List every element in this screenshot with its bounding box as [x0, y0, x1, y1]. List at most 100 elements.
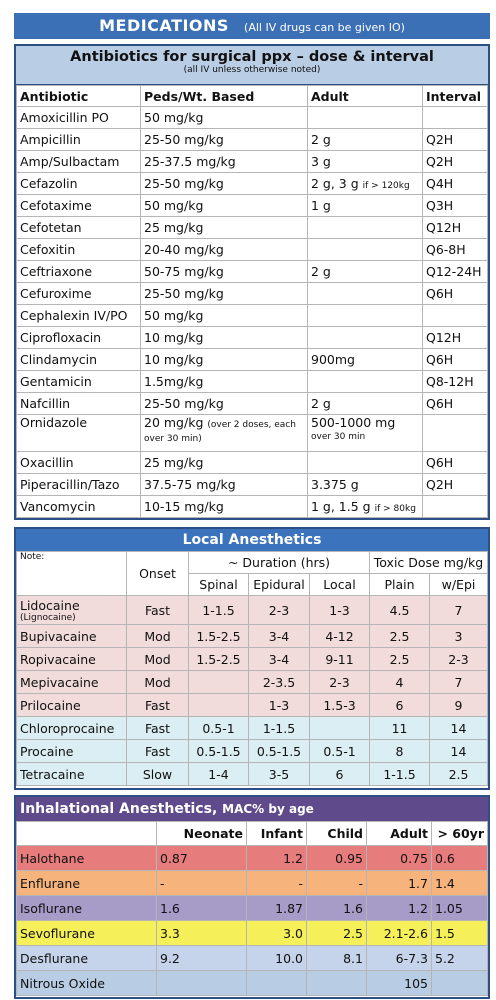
agent-name: Sevoflurane [16, 920, 157, 946]
inhalational-title: Inhalational Anesthetics, [20, 801, 218, 817]
drug-row: Amp/Sulbactam 25-37.5 mg/kg 3 g Q2H [16, 150, 488, 173]
header-row: Neonate Infant Child Adult > 60yr [16, 821, 488, 846]
drug-name-text: Bupivacaine [20, 628, 97, 644]
cell: 1.5-3 [308, 693, 371, 717]
cell: 1.6 [306, 895, 367, 921]
drug-name: Amoxicillin PO [16, 106, 141, 129]
drug-row: Ciprofloxacin 10 mg/kg Q12H [16, 326, 488, 349]
cell: 1.6 [156, 895, 247, 921]
empty-cell [307, 216, 423, 239]
cell: 3-4 [248, 647, 310, 671]
empty-cell [188, 693, 249, 717]
drug-row: Chloroprocaine Fast 0.5-1 1-1.5 11 14 [16, 716, 488, 740]
header-title: MEDICATIONS [99, 16, 229, 35]
cell: 1-1.5 [369, 762, 431, 786]
cell: Q6-8H [422, 238, 488, 261]
cell: 0.75 [366, 845, 432, 871]
toxic-header: Toxic Dose mg/kg [369, 551, 488, 574]
cell: 1.4 [431, 870, 488, 896]
cell: - [306, 870, 367, 896]
cell: 11 [369, 716, 431, 740]
drug-row: Ornidazole 20 mg/kg (over 2 doses, each o… [16, 414, 488, 452]
cell: 25-50 mg/kg [140, 172, 308, 195]
agent-row: Desflurane 9.2 10.0 8.1 6-7.3 5.2 [16, 945, 488, 971]
cell: 1 g [307, 194, 423, 217]
drug-name: Ampicillin [16, 128, 141, 151]
cell: 3.0 [246, 920, 307, 946]
cell: 6 [369, 693, 431, 717]
agent-name: Nitrous Oxide [16, 970, 157, 996]
cell: Fast [126, 716, 189, 740]
drug-row: Bupivacaine Mod 1.5-2.5 3-4 4-12 2.5 3 [16, 624, 488, 648]
cell: 10 mg/kg [140, 348, 308, 371]
drug-name-text: Lidocaine [20, 597, 80, 613]
empty-header [16, 821, 157, 846]
duration-header: ~ Duration (hrs) [187, 551, 371, 574]
cell: 6-7.3 [366, 945, 432, 971]
drug-name: Cefazolin [16, 172, 141, 195]
column-header: > 60yr [431, 821, 488, 846]
drug-row: Gentamicin 1.5mg/kg Q8-12H [16, 370, 488, 393]
cell: Q2H [422, 150, 488, 173]
cell: 10 mg/kg [140, 326, 308, 349]
cell: 0.95 [306, 845, 367, 871]
cell: 0.5-1 [308, 739, 371, 763]
cell: 25-50 mg/kg [140, 282, 308, 305]
drug-name: Bupivacaine [16, 624, 127, 648]
drug-row: Tetracaine Slow 1-4 3-5 6 1-1.5 2.5 [16, 762, 488, 786]
cell: 14 [429, 739, 488, 763]
cell: 1 g, 1.5 g if > 80kg [307, 495, 423, 518]
cell: 20 mg/kg (over 2 doses, each over 30 min… [140, 414, 308, 452]
empty-cell [422, 106, 488, 129]
cell: 2.5 [429, 762, 488, 786]
empty-cell [307, 370, 423, 393]
subcolumn-header: Local [308, 573, 371, 596]
drug-name-text: Tetracaine [20, 766, 85, 782]
drug-name: Amp/Sulbactam [16, 150, 141, 173]
cell: 1.7 [366, 870, 432, 896]
drug-name: Nafcillin [16, 392, 141, 415]
drug-name: Cefuroxime [16, 282, 141, 305]
cell: 1-4 [188, 762, 249, 786]
cell: 2 g [307, 128, 423, 151]
cell: Q6H [422, 451, 488, 474]
empty-cell [307, 304, 423, 327]
cell: 3 [429, 624, 488, 648]
cell: 10-15 mg/kg [140, 495, 308, 518]
cell: 4 [369, 670, 431, 694]
header-note: (All IV drugs can be given IO) [244, 21, 405, 34]
column-header: Antibiotic [16, 85, 141, 107]
cell: Q2H [422, 473, 488, 496]
column-header: Peds/Wt. Based [140, 85, 308, 107]
drug-row: Ceftriaxone 50-75 mg/kg 2 g Q12-24H [16, 260, 488, 283]
drug-name: Procaine [16, 739, 127, 763]
cell: 7 [429, 595, 488, 625]
cell: 1-1.5 [188, 595, 249, 625]
empty-cell [246, 970, 307, 996]
empty-cell [422, 304, 488, 327]
drug-name: Cephalexin IV/PO [16, 304, 141, 327]
drug-name: Tetracaine [16, 762, 127, 786]
cell: 7 [429, 670, 488, 694]
cell: 0.5-1.5 [248, 739, 310, 763]
drug-row: Nafcillin 25-50 mg/kg 2 g Q6H [16, 392, 488, 415]
cell: 20-40 mg/kg [140, 238, 308, 261]
cell: 2-3 [248, 595, 310, 625]
cell: Q6H [422, 392, 488, 415]
cell: 2-3 [429, 647, 488, 671]
cell: 1-3 [248, 693, 310, 717]
empty-cell [422, 414, 488, 452]
header-row: Note: Onset ~ Duration (hrs) Toxic Dose mg/… [16, 551, 488, 596]
cell-main: 500-1000 mg [311, 415, 396, 430]
cell: 1.87 [246, 895, 307, 921]
empty-cell [307, 451, 423, 474]
cell: Mod [126, 670, 189, 694]
header-bar: MEDICATIONS (All IV drugs can be given I… [14, 13, 490, 39]
cell: Slow [126, 762, 189, 786]
cell: 2-3.5 [248, 670, 310, 694]
agent-row: Halothane 0.87 1.2 0.95 0.75 0.6 [16, 845, 488, 871]
cell: Q3H [422, 194, 488, 217]
cell: 3 g [307, 150, 423, 173]
drug-name-text: Prilocaine [20, 697, 81, 713]
